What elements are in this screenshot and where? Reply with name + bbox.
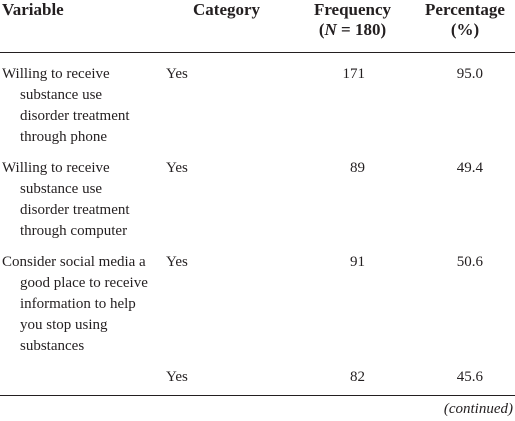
header-cell: (N = 180) xyxy=(318,20,387,39)
percentage: 45.6 xyxy=(456,369,483,385)
variable-line: through computer xyxy=(20,223,128,239)
percentage: 50.6 xyxy=(456,254,483,270)
category: Yes xyxy=(166,369,188,385)
frequency: 89 xyxy=(350,160,365,176)
variable-line: substance use xyxy=(20,87,103,103)
frequency: 171 xyxy=(342,66,366,82)
footer-note: (continued) xyxy=(443,401,513,417)
variable-line: Willing to receive xyxy=(2,66,110,82)
variable-line: through phone xyxy=(20,129,108,145)
category: Yes xyxy=(166,254,188,270)
percentage: 49.4 xyxy=(456,160,483,176)
variable-line: Consider social media a xyxy=(2,254,146,270)
variable-line: information to help xyxy=(20,296,136,312)
header-rule xyxy=(0,52,515,53)
variable-line: disorder treatment xyxy=(20,202,130,218)
variable-line: you stop using xyxy=(20,317,108,333)
frequency: 82 xyxy=(350,369,365,385)
header-cell: Frequency xyxy=(313,0,392,19)
category: Yes xyxy=(166,66,188,82)
header-cell: Variable xyxy=(2,0,64,19)
header-cell: Category xyxy=(193,0,261,19)
variable-line: substances xyxy=(20,338,85,354)
percentage: 95.0 xyxy=(456,66,483,82)
bottom-rule xyxy=(0,395,515,396)
category: Yes xyxy=(166,160,188,176)
header-cell: Percentage xyxy=(425,0,505,19)
frequency: 91 xyxy=(350,254,365,270)
variable-line: good place to receive xyxy=(20,275,148,291)
variable-line: substance use xyxy=(20,181,103,197)
variable-line: disorder treatment xyxy=(20,108,130,124)
variable-line: Willing to receive xyxy=(2,160,110,176)
header-cell: (%) xyxy=(450,20,480,39)
